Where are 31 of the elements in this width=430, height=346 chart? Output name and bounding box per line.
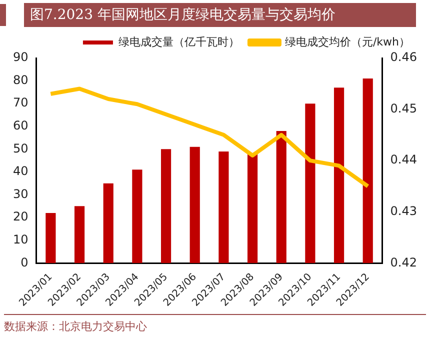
- y-tick-label: 0: [20, 255, 28, 270]
- y-tick-label: 90: [12, 50, 28, 64]
- y2-tick-label: 0.45: [390, 101, 417, 116]
- bar: [276, 130, 286, 264]
- y-tick-label: 30: [12, 186, 28, 201]
- y-tick-label: 80: [12, 72, 28, 87]
- y-tick-label: 50: [12, 141, 28, 156]
- bar: [190, 146, 200, 264]
- legend-label: 绿电成交均价（元/kwh）: [284, 35, 410, 48]
- bar: [334, 88, 344, 264]
- source-note: 数据来源：北京电力交易中心: [4, 319, 148, 334]
- bar: [132, 170, 142, 264]
- y-tick-label: 40: [12, 164, 28, 178]
- y-tick-label: 20: [12, 210, 28, 224]
- bar: [305, 104, 316, 264]
- y2-tick-label: 0.42: [390, 255, 417, 270]
- y-tick-label: 10: [12, 232, 28, 246]
- bar: [160, 149, 172, 264]
- bar: [362, 78, 373, 264]
- bar: [247, 154, 258, 264]
- y-tick-label: 70: [12, 96, 28, 110]
- legend-label: 绿电成交量（亿千瓦时）: [118, 35, 240, 48]
- bar: [46, 212, 56, 264]
- bar: [218, 151, 229, 264]
- y2-tick-label: 0.43: [390, 204, 417, 218]
- y-tick-label: 60: [12, 118, 28, 133]
- bar: [74, 206, 85, 264]
- chart-title: 图7.2023 年国网地区月度绿电交易量与交易均价: [24, 3, 416, 27]
- y2-tick-label: 0.44: [390, 152, 417, 167]
- bar: [103, 183, 114, 264]
- y2-tick-label: 0.46: [390, 50, 417, 64]
